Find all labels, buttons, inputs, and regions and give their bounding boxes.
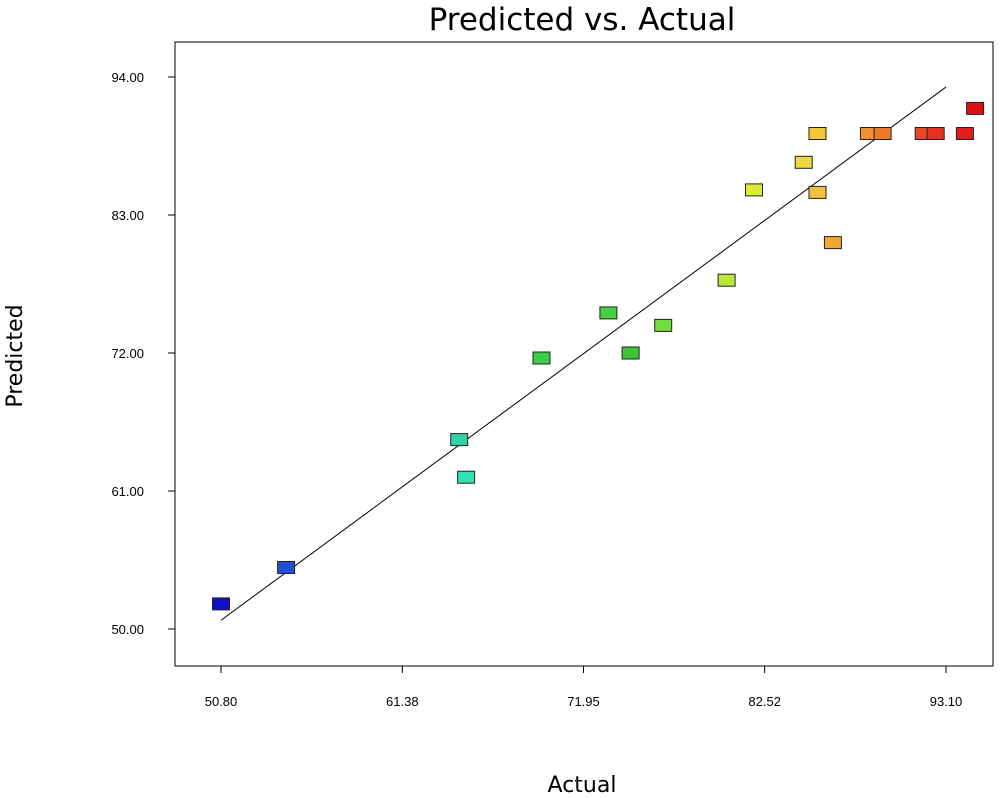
data-point [955,127,974,140]
data-point [621,346,640,360]
x-tick-label: 93.10 [930,694,963,709]
data-point [926,127,945,140]
x-axis-ticks: 50.80 61.38 71.95 82.52 93.10 [205,666,963,709]
data-point [654,318,673,332]
data-point [212,597,230,611]
x-tick-label: 82.52 [748,694,781,709]
x-tick-label: 61.38 [386,694,419,709]
data-point [808,185,827,199]
y-tick-label: 83.00 [111,208,144,223]
y-tick-label: 50.00 [111,622,144,637]
data-point [599,306,618,320]
data-point [808,127,827,140]
y-tick-label: 72.00 [111,346,144,361]
reference-line [220,86,947,621]
data-point [873,127,892,140]
x-tick-label: 71.95 [567,694,600,709]
y-tick-label: 94.00 [111,70,144,85]
data-point [450,433,469,447]
y-axis-label: Predicted [3,304,28,407]
data-point [823,236,842,250]
data-points [212,101,985,611]
y-tick-label: 61.00 [111,484,144,499]
data-point [277,561,296,574]
x-axis-label: Actual [548,773,617,798]
data-point [457,470,476,484]
data-point [794,155,813,169]
x-tick-label: 50.80 [205,694,238,709]
data-point [532,351,551,365]
data-point [717,273,736,287]
y-axis-ticks: 94.00 83.00 72.00 61.00 50.00 [111,70,175,637]
chart-title: Predicted vs. Actual [429,2,736,38]
data-point [966,101,985,115]
data-point [745,183,763,197]
